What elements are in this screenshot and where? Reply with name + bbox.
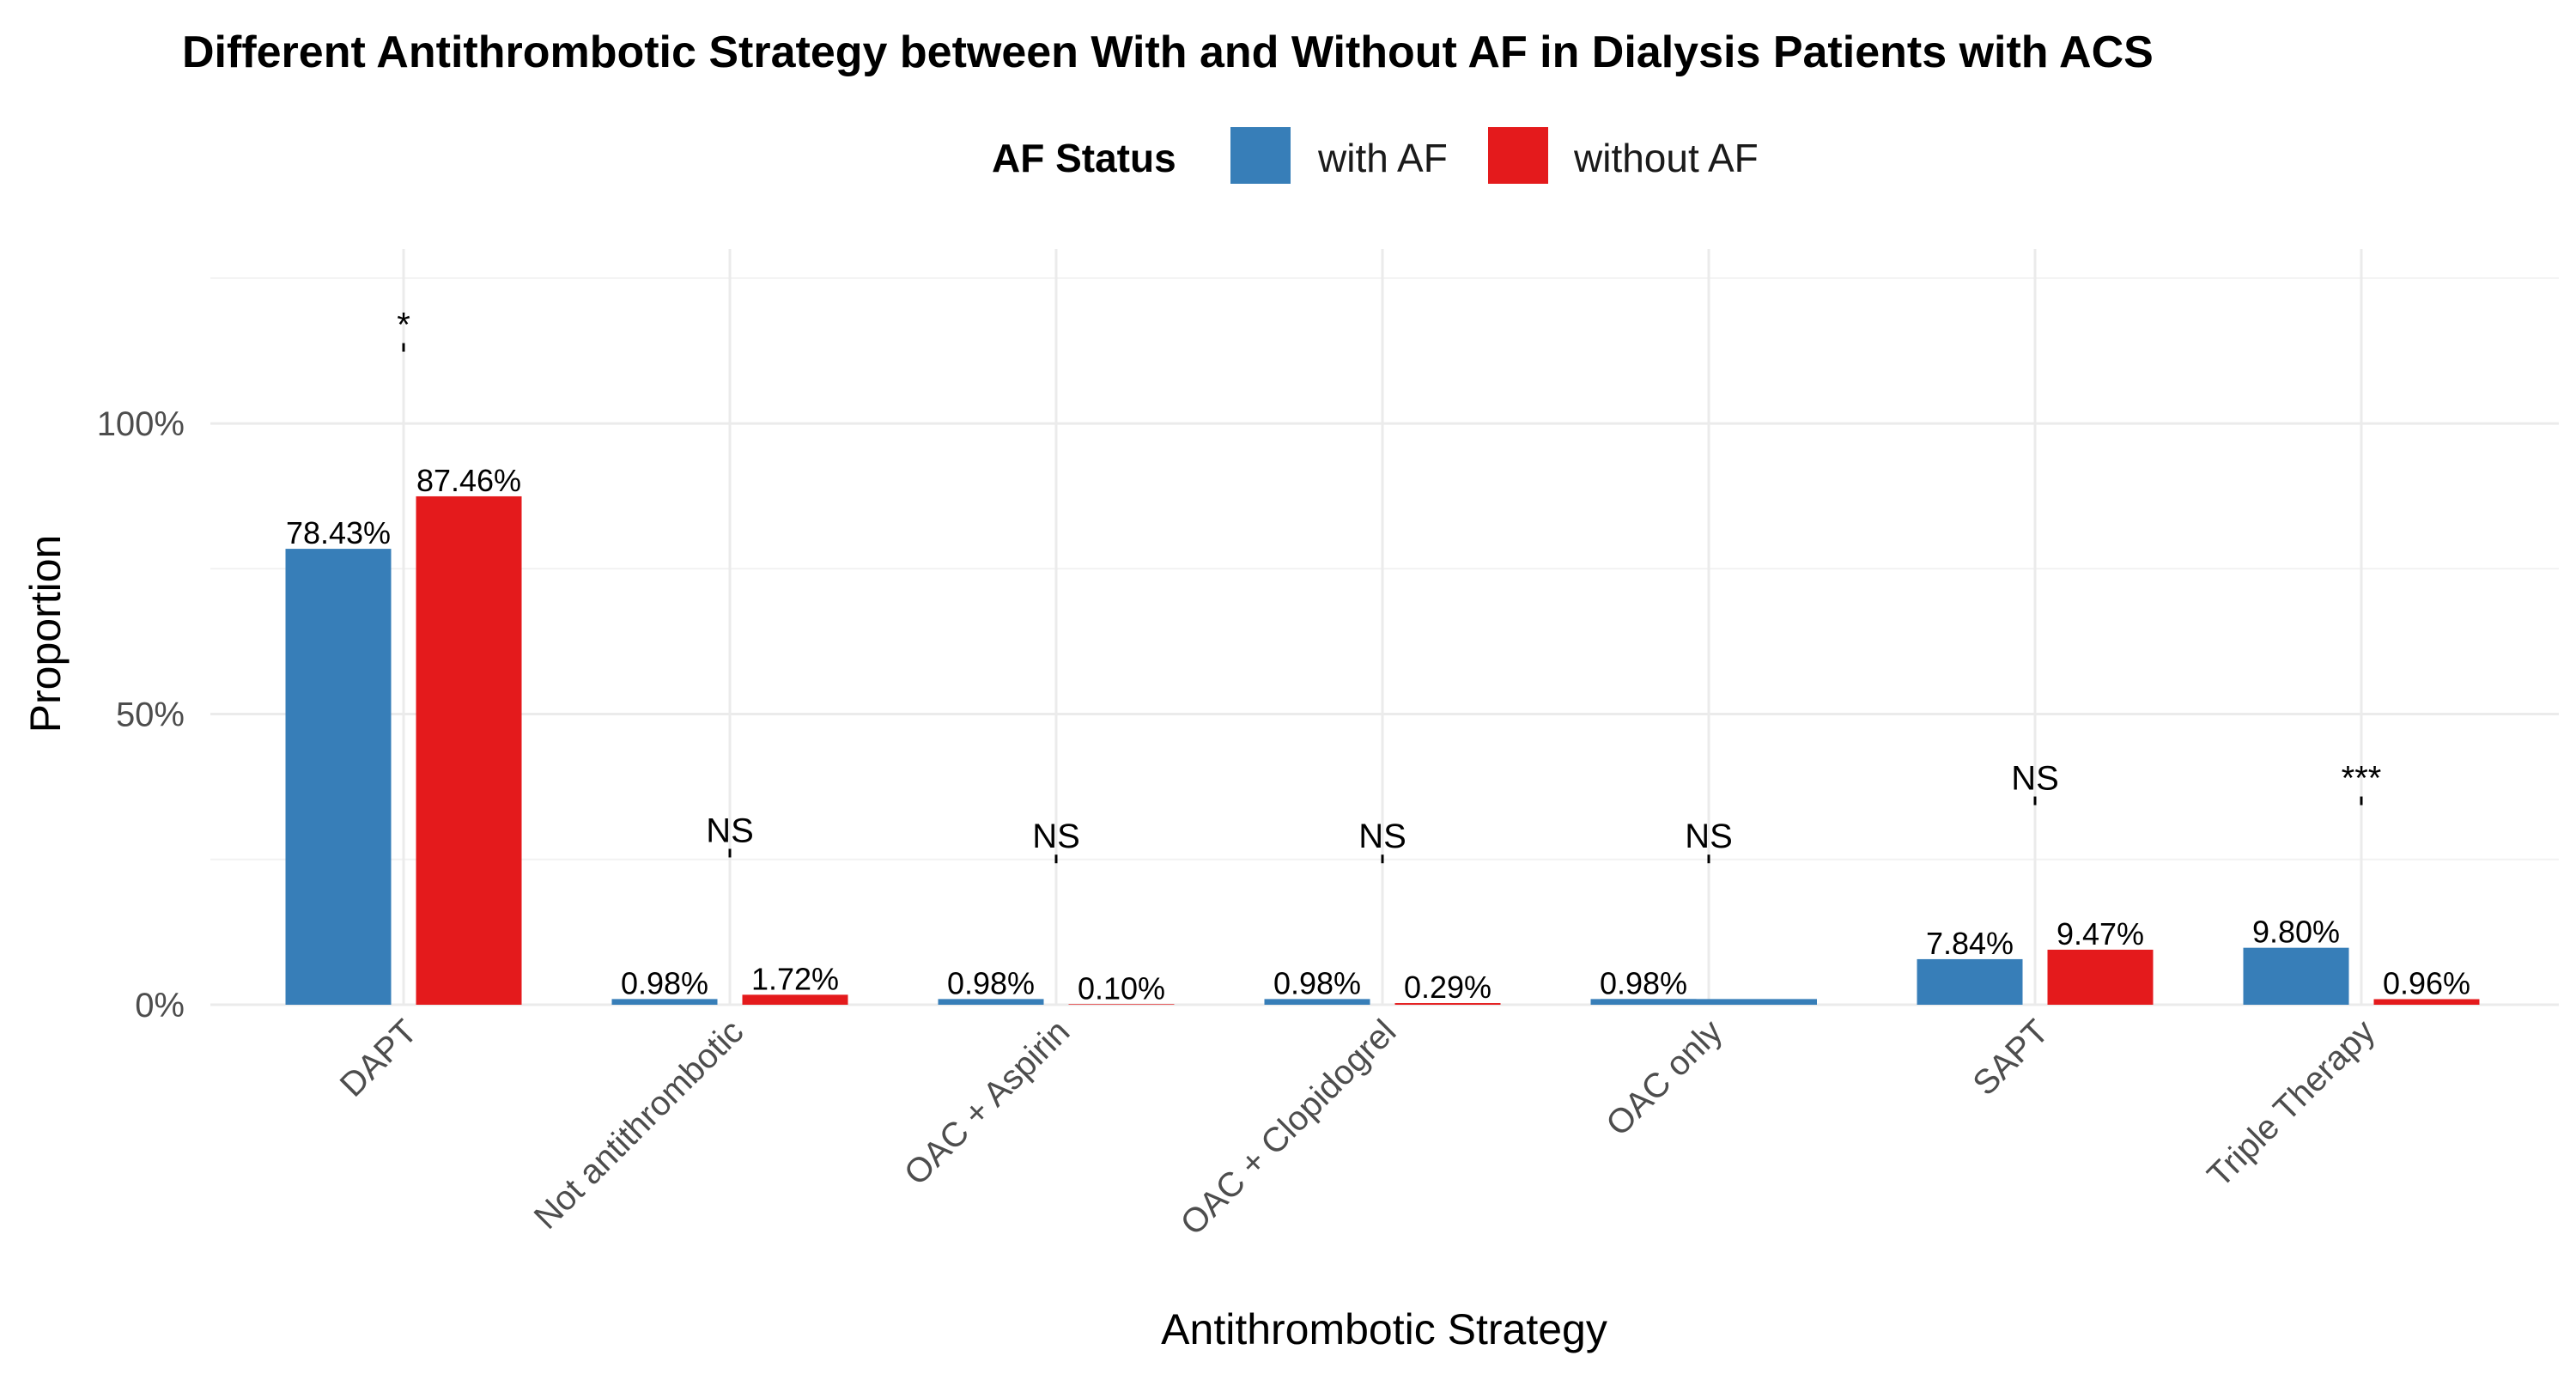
bar-with-af [2243,947,2349,1005]
data-label: 9.80% [2252,915,2340,950]
data-label: 0.98% [947,965,1035,1000]
x-tick-label: DAPT [333,1012,425,1104]
bar-without-af [2047,949,2154,1005]
significance-label: NS [1685,818,1733,855]
data-label: 0.29% [1404,970,1492,1005]
legend-title: AF Status [992,136,1176,180]
data-label: 0.10% [1078,970,1165,1006]
y-axis-title: Proportion [21,535,70,733]
bar-with-af [1264,999,1370,1005]
data-label: 87.46% [416,463,521,498]
data-label: 0.98% [1600,965,1687,1000]
legend-label-without-af: without AF [1573,136,1759,180]
gridlines [210,249,2559,1006]
data-label: 9.47% [2057,916,2144,951]
data-label: 0.98% [1273,965,1361,1000]
x-tick-label: OAC + Clopidogrel [1174,1012,1404,1243]
bar-with-af [611,999,718,1005]
legend[interactable]: AF Status with AF without AF [992,127,1759,184]
x-tick-label: SAPT [1965,1012,2056,1103]
bar-with-af-wide [1601,999,1817,1005]
data-label: 78.43% [286,515,391,550]
x-tick-label: OAC only [1599,1012,1729,1143]
data-label: 7.84% [1926,926,2014,961]
y-tick-label: 0% [135,987,185,1024]
significance-label: NS [1358,818,1406,855]
bars [285,495,2480,1005]
x-tick-label: Triple Therapy [2200,1012,2382,1195]
legend-swatch-without-af [1488,127,1548,184]
significance-label: NS [706,812,754,849]
bar-without-af [1394,1003,1501,1005]
x-tick-label: OAC + Aspirin [897,1012,1078,1193]
legend-label-with-af: with AF [1317,136,1448,180]
y-tick-label: 100% [97,405,185,443]
legend-swatch-with-af [1230,127,1291,184]
chart-title: Different Antithrombotic Strategy betwee… [182,27,2154,77]
bar-without-af [742,994,848,1005]
significance-label: NS [1032,818,1080,855]
data-label: 0.96% [2383,966,2470,1001]
bar-with-af [1917,958,2023,1005]
significance-labels: * NS NS NS NS NS *** [397,307,2381,864]
data-label: 1.72% [751,961,839,996]
bar-without-af [1068,1004,1175,1005]
bar-with-af [938,999,1044,1005]
y-axis-ticks: 0% 50% 100% [97,405,185,1024]
y-tick-label: 50% [116,696,185,734]
significance-label: *** [2342,760,2382,798]
bar-without-af [416,495,522,1005]
x-axis-title: Antithrombotic Strategy [1161,1305,1607,1353]
data-label: 0.98% [621,965,708,1000]
significance-label: * [397,307,410,344]
bar-without-af [2373,999,2480,1005]
bar-labels: 78.43% 0.98% 0.98% 0.98% 0.98% 7.84% 9.80% 87.4… [286,463,2470,1006]
x-axis-ticks: DAPT Not antithrombotic OAC + Aspirin OAC +… [333,1012,2383,1243]
significance-label: NS [2011,760,2059,798]
bar-with-af [285,549,392,1005]
x-tick-label: Not antithrombotic [527,1012,751,1237]
